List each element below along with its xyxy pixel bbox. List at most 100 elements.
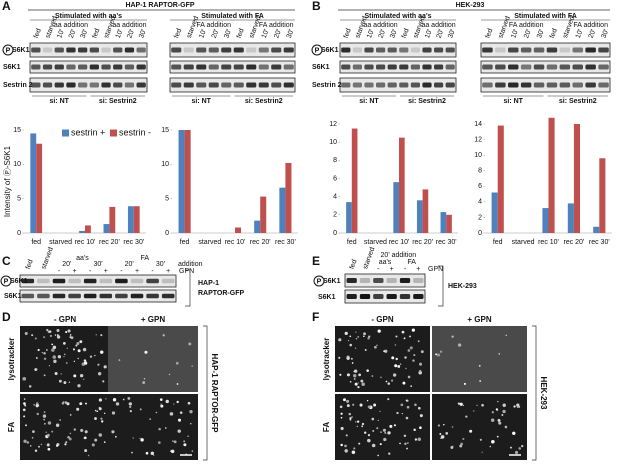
blot-band [410,82,420,88]
puncta [420,350,424,354]
puncta [355,331,357,333]
blot-band [399,82,409,88]
bar [548,117,555,233]
puncta [158,427,161,431]
blot-band [171,82,182,88]
puncta [514,450,519,455]
blot-band [352,47,362,53]
blot-band [258,82,269,88]
blot-band [376,82,386,88]
blot-band [271,64,282,70]
p-circle [2,44,14,56]
bar [260,196,267,233]
blot-band [161,278,175,284]
puncta [414,438,418,441]
puncta [73,374,77,378]
puncta [40,443,43,446]
puncta [359,403,363,407]
blot-band [208,82,219,88]
p-circle [0,275,12,287]
puncta [68,381,71,383]
puncta [149,418,151,420]
blot-band [422,64,432,70]
blot-band [376,47,386,53]
row-label: lysotracker [7,338,16,381]
p-circle [313,275,325,287]
bar [36,143,43,233]
group-label: FA [141,255,150,262]
puncta [73,428,76,431]
lane-label: 20' [68,28,78,39]
blot-band [346,278,357,283]
row-label: Sestrin 2 [312,82,342,89]
puncta [52,355,57,359]
blot-band [386,294,397,299]
puncta [34,449,38,453]
blot-band [146,278,159,284]
puncta [54,334,57,336]
blot-band [283,82,294,88]
blot-band [585,47,596,53]
lane-label: fed [484,28,494,40]
puncta [62,401,65,403]
puncta [410,385,413,388]
puncta [64,401,68,404]
blot-band [495,82,506,88]
lane-label: 10' [575,28,585,39]
blot-band [434,82,444,88]
bar [567,203,574,233]
blot-band [434,64,444,70]
puncta [76,407,80,411]
addition-label: FA addition [509,22,544,29]
puncta [476,404,478,406]
x-tick-label: rec 10' [538,239,559,246]
gpn-sign: + [73,268,77,275]
puncta [399,442,401,445]
lane-label: 10' [366,28,376,39]
y-tick-label: 12 [474,136,482,143]
puncta [24,332,28,336]
blot-strip [480,42,611,58]
addition-label: addition [178,261,203,268]
puncta [349,380,352,383]
y-tick-label: 6 [333,175,337,182]
row-label: lysotracker [322,338,331,381]
puncta [401,330,405,334]
blot-band [221,47,232,53]
puncta [122,398,125,401]
puncta [55,444,59,447]
bar [184,130,191,233]
blot-band [376,64,386,70]
blot-band [387,47,397,53]
puncta [377,329,381,333]
blot-band [495,64,506,70]
group-label: Stimulated with aa's [364,13,431,20]
puncta [394,344,397,346]
puncta [51,343,54,346]
bar [178,130,185,233]
lane-label: 30' [223,28,233,39]
puncta [59,419,61,421]
legend-swatch [62,129,69,137]
blot-band [399,278,411,283]
puncta [139,408,142,411]
puncta [83,378,85,380]
lane-label: starved [40,246,54,270]
puncta [380,431,382,433]
puncta [387,382,391,385]
blot-band [68,278,81,284]
puncta [457,343,462,347]
puncta [491,411,494,414]
bar [422,189,429,233]
legend-label: sestrin - [119,127,151,137]
bar [542,208,549,233]
addition-label: aa addition [363,22,397,29]
puncta [364,431,367,434]
y-tick-label: 5 [165,196,169,203]
si-label: si: NT [192,98,212,105]
puncta [353,378,356,380]
puncta [440,435,445,439]
blot-band [78,47,88,53]
blot-band [161,293,175,299]
